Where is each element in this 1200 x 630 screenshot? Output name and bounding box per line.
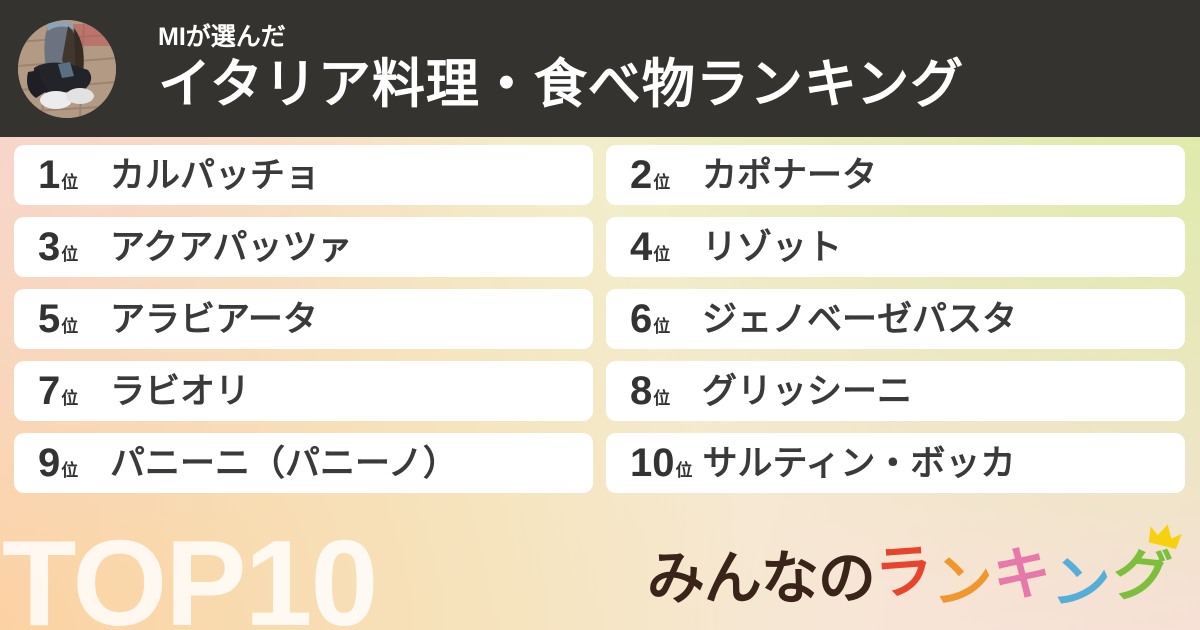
item-name: ラビオリ <box>110 371 251 411</box>
logo-prefix: みんなの <box>646 546 876 611</box>
logo-letter-ki: キ <box>991 540 1052 609</box>
avatar-photo <box>18 19 116 118</box>
rank-suffix: 位 <box>61 245 79 264</box>
rank-number: 5 <box>38 297 61 341</box>
logo-letter-gu: グ <box>1109 541 1174 612</box>
header-subtitle: MIが選んだ <box>158 22 286 51</box>
rank-suffix: 位 <box>653 389 671 408</box>
item-name: アクアパッツァ <box>110 227 353 267</box>
item-name: グリッシーニ <box>702 371 913 411</box>
item-name: サルティン・ボッカ <box>702 443 1016 483</box>
item-name: カポナータ <box>702 155 878 195</box>
rank-number: 7 <box>38 369 61 413</box>
rank-suffix: 位 <box>653 317 671 336</box>
rank-number: 2 <box>630 153 653 197</box>
item-name: ジェノベーゼパスタ <box>702 299 1018 339</box>
rank-suffix: 位 <box>653 173 671 192</box>
logo-letter-n2: ン <box>1049 548 1112 619</box>
top10-label: TOP10 <box>2 515 378 630</box>
ranking-item-10: 10 位 サルティン・ボッカ <box>606 433 1185 493</box>
rank-suffix: 位 <box>61 317 79 336</box>
item-name: リゾット <box>702 227 843 267</box>
rank-number: 4 <box>630 225 653 269</box>
item-name: アラビアータ <box>110 299 318 339</box>
rank-suffix: 位 <box>61 461 79 480</box>
crown-icon <box>1148 524 1182 550</box>
logo-letter-ra: ラ <box>872 538 935 607</box>
avatar <box>18 19 116 118</box>
site-logo: みんなの ラ ン キ ン グ <box>646 524 1182 618</box>
rank-number: 3 <box>38 225 61 269</box>
rank-suffix: 位 <box>61 173 79 192</box>
item-name: カルパッチョ <box>110 155 321 195</box>
item-name: パニーニ（パニーノ） <box>110 443 458 483</box>
rank-suffix: 位 <box>653 245 671 264</box>
rank-suffix: 位 <box>675 461 693 480</box>
rank-number: 9 <box>38 441 61 485</box>
rank-number: 6 <box>630 297 653 341</box>
page-title: イタリア料理・食べ物ランキング <box>158 55 965 115</box>
rank-number: 1 <box>38 153 61 197</box>
header: MIが選んだ イタリア料理・食べ物ランキング <box>0 0 1200 137</box>
rank-number: 8 <box>630 369 653 413</box>
rank-number: 10 <box>630 441 675 485</box>
rank-badge: 10 位 <box>630 443 693 483</box>
logo-letter-n1: ン <box>931 548 994 617</box>
header-text: MIが選んだ イタリア料理・食べ物ランキング <box>158 22 965 115</box>
rank-suffix: 位 <box>61 389 79 408</box>
